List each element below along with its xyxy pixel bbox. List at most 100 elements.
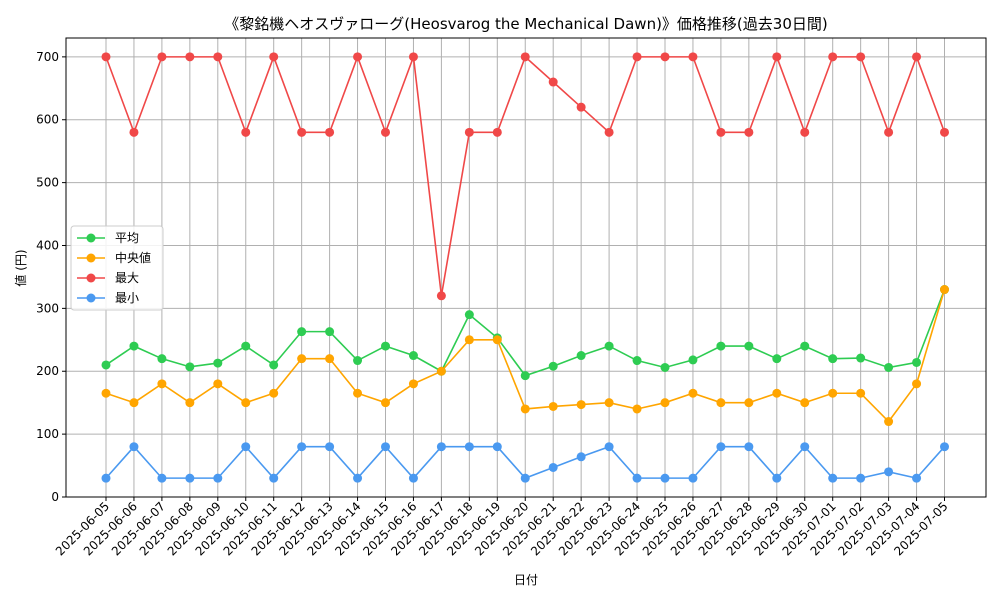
data-point — [576, 452, 586, 462]
data-point — [269, 52, 279, 62]
y-tick-label: 200 — [36, 364, 59, 378]
data-point — [185, 362, 195, 372]
data-point — [716, 442, 726, 452]
data-point — [408, 379, 418, 389]
data-point — [492, 335, 502, 345]
data-point — [297, 127, 307, 137]
data-point — [744, 398, 754, 408]
chart-title: 《黎銘機ヘオスヴァローグ(Heosvarog the Mechanical Da… — [224, 15, 827, 33]
legend-marker — [86, 233, 96, 243]
data-point — [325, 327, 335, 337]
data-point — [185, 52, 195, 62]
data-point — [464, 442, 474, 452]
data-point — [408, 52, 418, 62]
legend-label: 最大 — [115, 271, 139, 285]
data-point — [688, 355, 698, 365]
data-point — [604, 341, 614, 351]
data-point — [772, 388, 782, 398]
data-point — [800, 398, 810, 408]
data-point — [297, 327, 307, 337]
data-point — [744, 127, 754, 137]
data-point — [325, 127, 335, 137]
data-point — [241, 398, 251, 408]
data-point — [129, 442, 139, 452]
x-axis-label: 日付 — [514, 573, 538, 587]
data-point — [828, 388, 838, 398]
data-point — [744, 341, 754, 351]
data-point — [101, 388, 111, 398]
data-point — [772, 52, 782, 62]
data-point — [660, 362, 670, 372]
data-point — [381, 127, 390, 137]
data-point — [436, 366, 446, 376]
data-point — [520, 371, 530, 381]
y-axis-ticks: 0 100 200 300 400 500 600 700 — [36, 50, 66, 504]
data-point — [660, 398, 670, 408]
data-point — [520, 404, 530, 414]
data-point — [269, 473, 279, 483]
y-tick-label: 400 — [36, 238, 59, 252]
plot-frame — [65, 37, 987, 498]
data-point — [772, 354, 782, 364]
data-point — [828, 473, 838, 483]
data-point — [101, 473, 111, 483]
y-tick-label: 600 — [36, 113, 59, 127]
data-point — [297, 354, 307, 364]
data-point — [604, 442, 614, 452]
data-point — [828, 52, 838, 62]
data-point — [464, 127, 474, 137]
data-point — [716, 398, 726, 408]
data-point — [548, 361, 558, 371]
data-point — [129, 398, 139, 408]
data-point — [408, 473, 418, 483]
data-point — [241, 127, 251, 137]
data-point — [632, 356, 642, 366]
data-point — [912, 473, 922, 483]
data-point — [381, 398, 390, 408]
data-point — [353, 388, 363, 398]
data-point — [241, 341, 251, 351]
data-point — [408, 351, 418, 361]
data-point — [436, 442, 446, 452]
legend-marker — [86, 253, 96, 263]
data-point — [213, 358, 223, 368]
data-point — [576, 400, 586, 410]
y-tick-label: 700 — [36, 50, 59, 64]
data-point — [660, 52, 670, 62]
data-point — [548, 77, 558, 87]
data-point — [800, 442, 810, 452]
data-point — [884, 467, 894, 477]
data-point — [828, 354, 838, 364]
data-point — [744, 442, 754, 452]
data-point — [940, 285, 949, 295]
data-point — [576, 351, 586, 361]
data-point — [688, 473, 698, 483]
data-point — [604, 398, 614, 408]
data-point — [716, 127, 726, 137]
data-point — [185, 473, 195, 483]
data-point — [800, 127, 810, 137]
y-axis-label: 値 (円) — [13, 249, 28, 286]
data-point — [436, 291, 446, 301]
legend-label: 中央値 — [115, 250, 151, 265]
data-point — [716, 341, 726, 351]
data-point — [604, 127, 614, 137]
data-point — [101, 52, 111, 62]
series-points — [101, 52, 949, 483]
legend-marker — [86, 273, 96, 283]
data-point — [269, 388, 279, 398]
legend-box — [70, 225, 164, 311]
y-tick-label: 300 — [36, 301, 59, 315]
data-point — [940, 127, 949, 137]
data-point — [353, 473, 363, 483]
data-point — [464, 335, 474, 345]
data-point — [157, 354, 167, 364]
data-point — [464, 310, 474, 320]
y-tick-label: 500 — [36, 176, 59, 190]
data-point — [381, 341, 390, 351]
data-point — [632, 404, 642, 414]
data-point — [884, 417, 894, 427]
